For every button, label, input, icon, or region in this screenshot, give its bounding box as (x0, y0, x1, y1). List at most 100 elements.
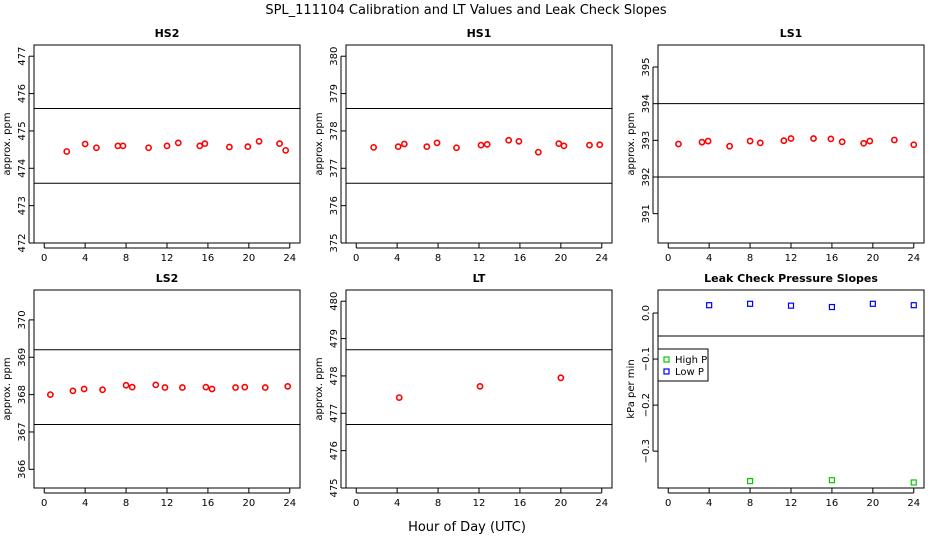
data-point (534, 148, 542, 156)
data-point (746, 137, 754, 145)
y-axis: 375 376 377 378 379 380 (329, 47, 346, 253)
data-point (394, 143, 402, 151)
series (63, 137, 290, 155)
data-point (596, 141, 604, 149)
x-tick-label: 24 (283, 498, 296, 509)
y-axis: 475 476 477 478 479 480 (329, 292, 346, 498)
panel-title: LS2 (156, 272, 179, 285)
panel-title: Leak Check Pressure Slopes (704, 272, 878, 285)
y-axis-label: approx. ppm (626, 112, 637, 175)
data-point (69, 387, 77, 395)
y-axis-label: approx. ppm (314, 112, 325, 175)
panel-6: Leak Check Pressure Slopes 0 4 8 12 16 20 24 −0.… (626, 272, 925, 509)
x-axis: 0 4 8 12 16 20 24 (41, 243, 296, 264)
y-tick-label: 473 (17, 196, 28, 215)
data-point (99, 386, 106, 394)
x-tick-label: 12 (785, 253, 798, 264)
series (370, 136, 604, 156)
y-axis-label: approx. ppm (2, 112, 13, 175)
data-point (586, 141, 593, 149)
y-tick-label: 375 (329, 233, 340, 252)
x-tick-label: 12 (473, 253, 486, 264)
x-tick-label: 4 (82, 498, 88, 509)
data-point (255, 137, 263, 145)
legend-marker (663, 368, 670, 375)
data-point (787, 302, 795, 309)
data-point (46, 391, 54, 399)
x-tick-label: 8 (747, 498, 753, 509)
data-point (453, 144, 460, 152)
data-point (483, 140, 491, 148)
x-tick-label: 20 (242, 498, 255, 509)
data-point (81, 140, 89, 148)
y-tick-label: 369 (17, 348, 28, 367)
data-point (910, 479, 917, 486)
y-tick-label: 370 (17, 310, 28, 329)
y-tick-label: −0.1 (641, 347, 652, 371)
plot-frame (657, 44, 925, 244)
data-point (810, 135, 817, 142)
data-point (202, 383, 210, 391)
x-tick-label: 20 (242, 253, 255, 264)
y-tick-label: 376 (329, 196, 340, 215)
x-axis: 0 4 8 12 16 20 24 (665, 488, 920, 509)
y-tick-label: 477 (329, 404, 340, 423)
data-point (276, 140, 283, 148)
x-tick-label: 12 (785, 498, 798, 509)
data-point (244, 143, 252, 151)
y-tick-label: 377 (329, 159, 340, 178)
y-tick-label: 479 (329, 329, 340, 348)
data-point (675, 140, 682, 148)
data-point (208, 385, 216, 393)
x-tick-label: 0 (353, 253, 359, 264)
x-axis: 0 4 8 12 16 20 24 (41, 488, 296, 509)
data-point (241, 383, 249, 391)
data-point (515, 137, 523, 145)
x-tick-label: 24 (595, 253, 608, 264)
x-tick-label: 0 (41, 253, 47, 264)
data-point (128, 383, 136, 391)
y-tick-label: 392 (641, 167, 652, 186)
data-point (161, 384, 169, 391)
series (706, 300, 917, 311)
y-tick-label: −0.2 (641, 393, 652, 417)
y-tick-label: 474 (17, 159, 28, 178)
data-point (226, 143, 233, 151)
data-point (152, 381, 160, 389)
panels: HS2 0 4 8 12 16 20 24 472 473 474 475 476 477 approx. … (2, 27, 925, 509)
x-axis: 0 4 8 12 16 20 24 (353, 488, 608, 509)
series (395, 374, 565, 401)
data-point (282, 146, 290, 154)
panel-1: HS2 0 4 8 12 16 20 24 472 473 474 475 476 477 approx. … (2, 27, 301, 264)
x-tick-label: 24 (595, 498, 608, 509)
x-tick-label: 16 (202, 253, 215, 264)
x-tick-label: 16 (826, 253, 839, 264)
y-tick-label: 475 (329, 478, 340, 497)
panel-title: HS1 (467, 27, 492, 40)
x-tick-label: 16 (202, 498, 215, 509)
data-point (261, 384, 269, 391)
x-tick-label: 8 (123, 498, 129, 509)
y-tick-label: 380 (329, 47, 340, 66)
y-tick-label: 394 (641, 94, 652, 113)
series (746, 477, 917, 486)
data-point (828, 303, 836, 311)
x-tick-label: 20 (866, 253, 879, 264)
x-tick-label: 4 (394, 498, 400, 509)
y-axis: −0.3 −0.2 −0.1 0.0 (641, 305, 658, 463)
data-point (866, 137, 874, 145)
data-point (828, 477, 836, 484)
x-tick-label: 0 (41, 498, 47, 509)
y-tick-label: 393 (641, 131, 652, 150)
y-tick-label: 368 (17, 385, 28, 404)
data-point (838, 138, 846, 146)
y-axis: 391 392 393 394 395 (641, 57, 658, 223)
data-point (145, 144, 152, 152)
data-point (178, 384, 186, 391)
data-point (370, 143, 378, 151)
plot-frame (657, 289, 925, 489)
legend-marker (663, 356, 670, 363)
figure-title: SPL_111104 Calibration and LT Values and… (265, 3, 667, 18)
x-tick-label: 4 (706, 253, 712, 264)
